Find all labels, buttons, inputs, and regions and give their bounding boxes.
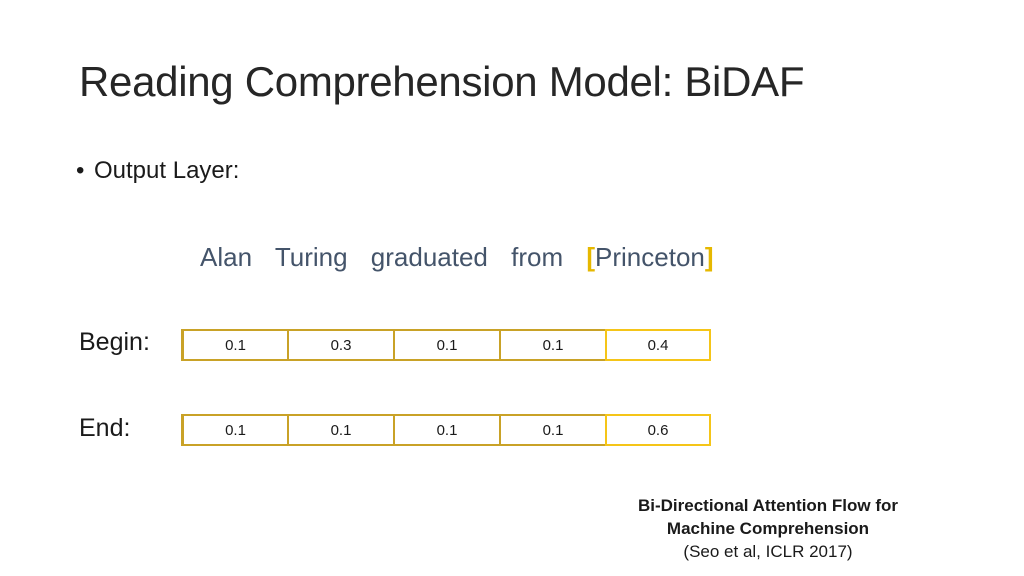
bullet-icon: • — [76, 157, 85, 184]
begin-prob-cell-answer: 0.4 — [605, 329, 711, 361]
citation-title-line2: Machine Comprehension — [666, 519, 870, 538]
end-label: End: — [79, 414, 131, 442]
end-prob-cell: 0.1 — [287, 414, 393, 446]
bullet-text: Output Layer: — [94, 157, 240, 184]
begin-label: Begin: — [79, 328, 150, 356]
bullet-output-layer: • Output Layer: — [76, 157, 239, 185]
end-prob-cell-answer: 0.6 — [605, 414, 711, 446]
begin-prob-cell: 0.1 — [393, 329, 499, 361]
end-prob-cell: 0.1 — [499, 414, 605, 446]
answer-token: Princeton — [595, 242, 705, 272]
answer-span: [Princeton] — [586, 242, 713, 272]
begin-prob-cell: 0.1 — [181, 329, 287, 361]
token-sentence: Alan Turing graduated from [Princeton] — [200, 242, 730, 273]
citation-source: (Seo et al, ICLR 2017) — [683, 542, 853, 561]
end-prob-cell: 0.1 — [181, 414, 287, 446]
citation-title-line1: Bi-Directional Attention Flow for — [637, 496, 899, 515]
token: from — [511, 242, 564, 272]
begin-prob-cell: 0.1 — [499, 329, 605, 361]
begin-prob-row: 0.1 0.3 0.1 0.1 0.4 — [181, 329, 711, 361]
token: Alan — [200, 242, 253, 272]
end-prob-cell: 0.1 — [393, 414, 499, 446]
slide-title: Reading Comprehension Model: BiDAF — [79, 58, 805, 105]
begin-prob-cell: 0.3 — [287, 329, 393, 361]
answer-close-bracket: ] — [704, 242, 714, 272]
end-prob-row: 0.1 0.1 0.1 0.1 0.6 — [181, 414, 711, 446]
token: graduated — [370, 242, 488, 272]
citation: Bi-Directional Attention Flow for Machin… — [620, 494, 916, 563]
answer-open-bracket: [ — [586, 242, 596, 272]
token: Turing — [274, 242, 348, 272]
